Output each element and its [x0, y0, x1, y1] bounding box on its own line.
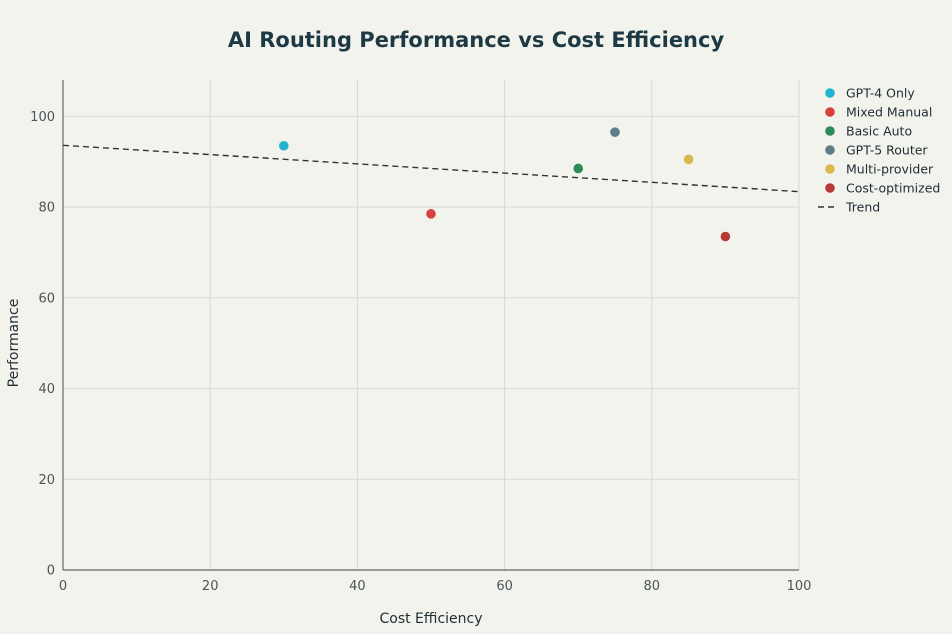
data-point [720, 231, 731, 242]
legend-entry: GPT-5 Router [846, 143, 928, 158]
y-tick-label: 0 [47, 564, 55, 579]
legend-entry: GPT-4 Only [846, 86, 915, 101]
legend-entry: Basic Auto [846, 124, 912, 139]
legend-marker [825, 88, 835, 98]
trend-line-group [62, 144, 800, 193]
legend-marker [825, 183, 835, 193]
legend-marker [825, 107, 835, 117]
data-point [279, 140, 289, 151]
legend-marker [825, 164, 835, 174]
y-tick-label: 100 [30, 110, 55, 125]
x-tick-label: 100 [787, 579, 812, 594]
legend-entry: Mixed Manual [846, 105, 932, 120]
axes [62, 80, 799, 571]
x-tick-label: 20 [202, 579, 219, 594]
legend-entry: Cost-optimized [846, 181, 940, 196]
x-axis-label: Cost Efficiency [379, 611, 482, 627]
trend-line [62, 144, 800, 193]
legend-marker [825, 126, 835, 136]
data-point [683, 154, 694, 165]
x-tick-label: 60 [496, 579, 513, 594]
legend-entry: Multi-provider [846, 162, 934, 177]
legend: GPT-4 Only Mixed Manual Basic Auto GPT-5 Ro… [818, 86, 940, 215]
legend-marker [825, 145, 835, 155]
data-point [610, 127, 620, 137]
legend-entry: Trend [845, 200, 880, 215]
tick-labels: 0 20 40 60 80 100 0 20 40 60 80 100 [30, 110, 811, 594]
data-points [279, 127, 731, 242]
y-tick-label: 80 [38, 201, 55, 216]
chart-title: AI Routing Performance vs Cost Efficienc… [228, 28, 725, 52]
grid [63, 80, 800, 570]
x-tick-label: 40 [349, 579, 366, 594]
x-tick-label: 0 [59, 579, 67, 594]
y-tick-label: 20 [38, 473, 55, 488]
y-tick-label: 40 [38, 382, 55, 397]
data-point [573, 163, 583, 174]
data-point [426, 209, 436, 219]
x-tick-label: 80 [644, 579, 661, 594]
y-tick-label: 60 [38, 291, 55, 306]
y-axis-label: Performance [6, 299, 22, 388]
